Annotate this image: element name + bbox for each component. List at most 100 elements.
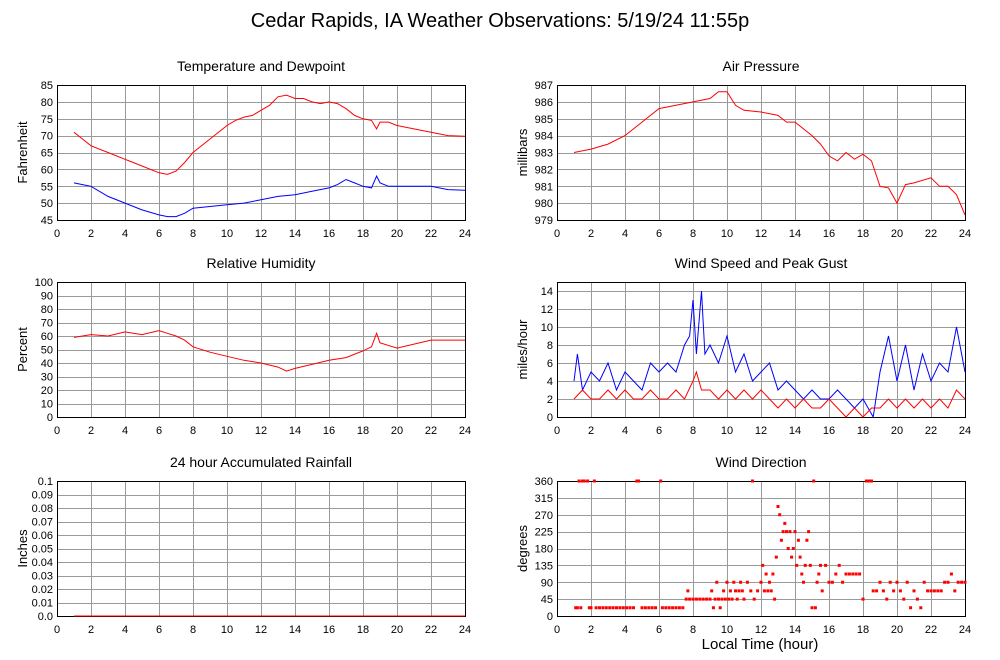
wind-direction-point <box>684 597 688 601</box>
wind-direction-point <box>705 597 709 601</box>
x-tick-label: 2 <box>88 624 94 636</box>
wind-direction-title: Wind Direction <box>715 454 806 470</box>
wind-direction-point <box>615 606 618 610</box>
wind-direction-point <box>711 606 715 610</box>
x-tick-label: 12 <box>755 228 767 240</box>
wind-direction-point <box>864 479 868 483</box>
air-pressure-series-red <box>573 91 966 216</box>
wind-speed-gust-frame <box>557 282 966 418</box>
accumulated-rainfall-y-label: Inches <box>15 529 30 568</box>
wind-direction-point <box>909 606 913 610</box>
wind-direction-point <box>800 572 804 576</box>
wind-direction-point <box>625 606 629 610</box>
x-tick-label: 2 <box>588 228 594 240</box>
wind-direction-point <box>756 589 760 593</box>
x-tick-label: 18 <box>357 624 369 636</box>
wind-direction-point <box>798 555 802 559</box>
wind-direction-point <box>939 589 943 593</box>
x-tick-label: 6 <box>156 425 162 437</box>
wind-direction-point <box>761 563 765 567</box>
x-tick-label: 10 <box>221 624 233 636</box>
y-tick-label: 984 <box>535 131 553 143</box>
wind-direction-point <box>601 606 605 610</box>
y-tick-label: 0.05 <box>32 544 53 556</box>
wind-direction-point <box>732 580 736 584</box>
y-tick-label: 0.09 <box>32 490 53 502</box>
y-tick-label: 980 <box>535 198 553 210</box>
x-tick-label: 8 <box>690 425 696 437</box>
wind-direction-point <box>812 479 816 483</box>
wind-direction-point <box>868 479 872 483</box>
x-tick-label: 20 <box>391 624 403 636</box>
wind-direction-point <box>802 580 805 584</box>
y-tick-label: 14 <box>541 286 553 298</box>
x-tick-label: 10 <box>221 425 233 437</box>
wind-direction-point <box>953 589 957 593</box>
x-tick-label: 20 <box>391 425 403 437</box>
wind-direction-point <box>713 597 717 601</box>
wind-direction-point <box>762 589 766 593</box>
wind-speed-gust-y-label: miles/hour <box>515 319 530 380</box>
wind-direction-point <box>604 606 608 610</box>
wind-direction-point <box>956 580 960 584</box>
x-tick-label: 6 <box>156 624 162 636</box>
y-tick-label: 270 <box>535 510 553 522</box>
y-tick-label: 0.0 <box>38 611 53 623</box>
wind-direction-point <box>919 606 923 610</box>
wind-direction-point <box>803 563 807 567</box>
y-tick-label: 50 <box>41 198 53 210</box>
x-axis-title: Local Time (hour) <box>701 636 819 653</box>
x-tick-label: 24 <box>459 425 471 437</box>
wind-direction-point <box>694 597 698 601</box>
wind-direction-point <box>659 479 663 483</box>
y-tick-label: 12 <box>541 304 553 316</box>
wind-direction-point <box>742 597 746 601</box>
x-tick-label: 16 <box>323 425 335 437</box>
wind-direction-point <box>654 606 658 610</box>
y-tick-label: 70 <box>41 131 53 143</box>
x-tick-label: 22 <box>925 228 937 240</box>
wind-direction-point <box>776 505 780 508</box>
wind-direction-point <box>768 580 771 584</box>
x-tick-label: 2 <box>588 425 594 437</box>
wind-direction-point <box>635 479 639 483</box>
y-tick-label: 2 <box>547 394 553 406</box>
wind-direction-point <box>783 521 787 525</box>
x-tick-label: 24 <box>959 425 971 437</box>
x-tick-label: 24 <box>459 624 471 636</box>
wind-direction-point <box>779 538 783 542</box>
x-tick-label: 22 <box>925 624 937 636</box>
relative-humidity-title: Relative Humidity <box>207 255 316 271</box>
wind-direction-point <box>932 589 936 593</box>
y-tick-label: 100 <box>35 277 53 289</box>
wind-direction-point <box>837 563 841 567</box>
y-tick-label: 70 <box>41 318 53 330</box>
y-tick-label: 90 <box>41 291 53 303</box>
x-tick-label: 24 <box>959 228 971 240</box>
x-tick-label: 0 <box>54 624 60 636</box>
wind-direction-point <box>795 563 799 567</box>
wind-speed-gust-series-blue <box>573 290 966 419</box>
wind-direction-point <box>660 606 664 610</box>
wind-direction-point <box>718 606 722 610</box>
relative-humidity-y-label: Percent <box>15 327 30 372</box>
wind-direction-point <box>851 572 855 576</box>
x-tick-label: 20 <box>391 228 403 240</box>
wind-direction-point <box>854 572 858 576</box>
y-tick-label: 360 <box>535 476 553 488</box>
y-tick-label: 0.06 <box>32 530 53 542</box>
x-tick-label: 0 <box>554 228 560 240</box>
y-tick-label: 135 <box>535 560 553 572</box>
wind-direction-point <box>745 580 749 584</box>
y-tick-label: 0.1 <box>38 476 53 488</box>
wind-direction-y-label: degrees <box>515 525 530 572</box>
y-tick-label: 30 <box>41 372 53 384</box>
wind-direction-point <box>929 589 933 593</box>
wind-direction-point <box>878 580 882 584</box>
wind-direction-point <box>722 589 726 593</box>
wind-direction-point <box>861 597 865 601</box>
x-tick-label: 22 <box>425 425 437 437</box>
